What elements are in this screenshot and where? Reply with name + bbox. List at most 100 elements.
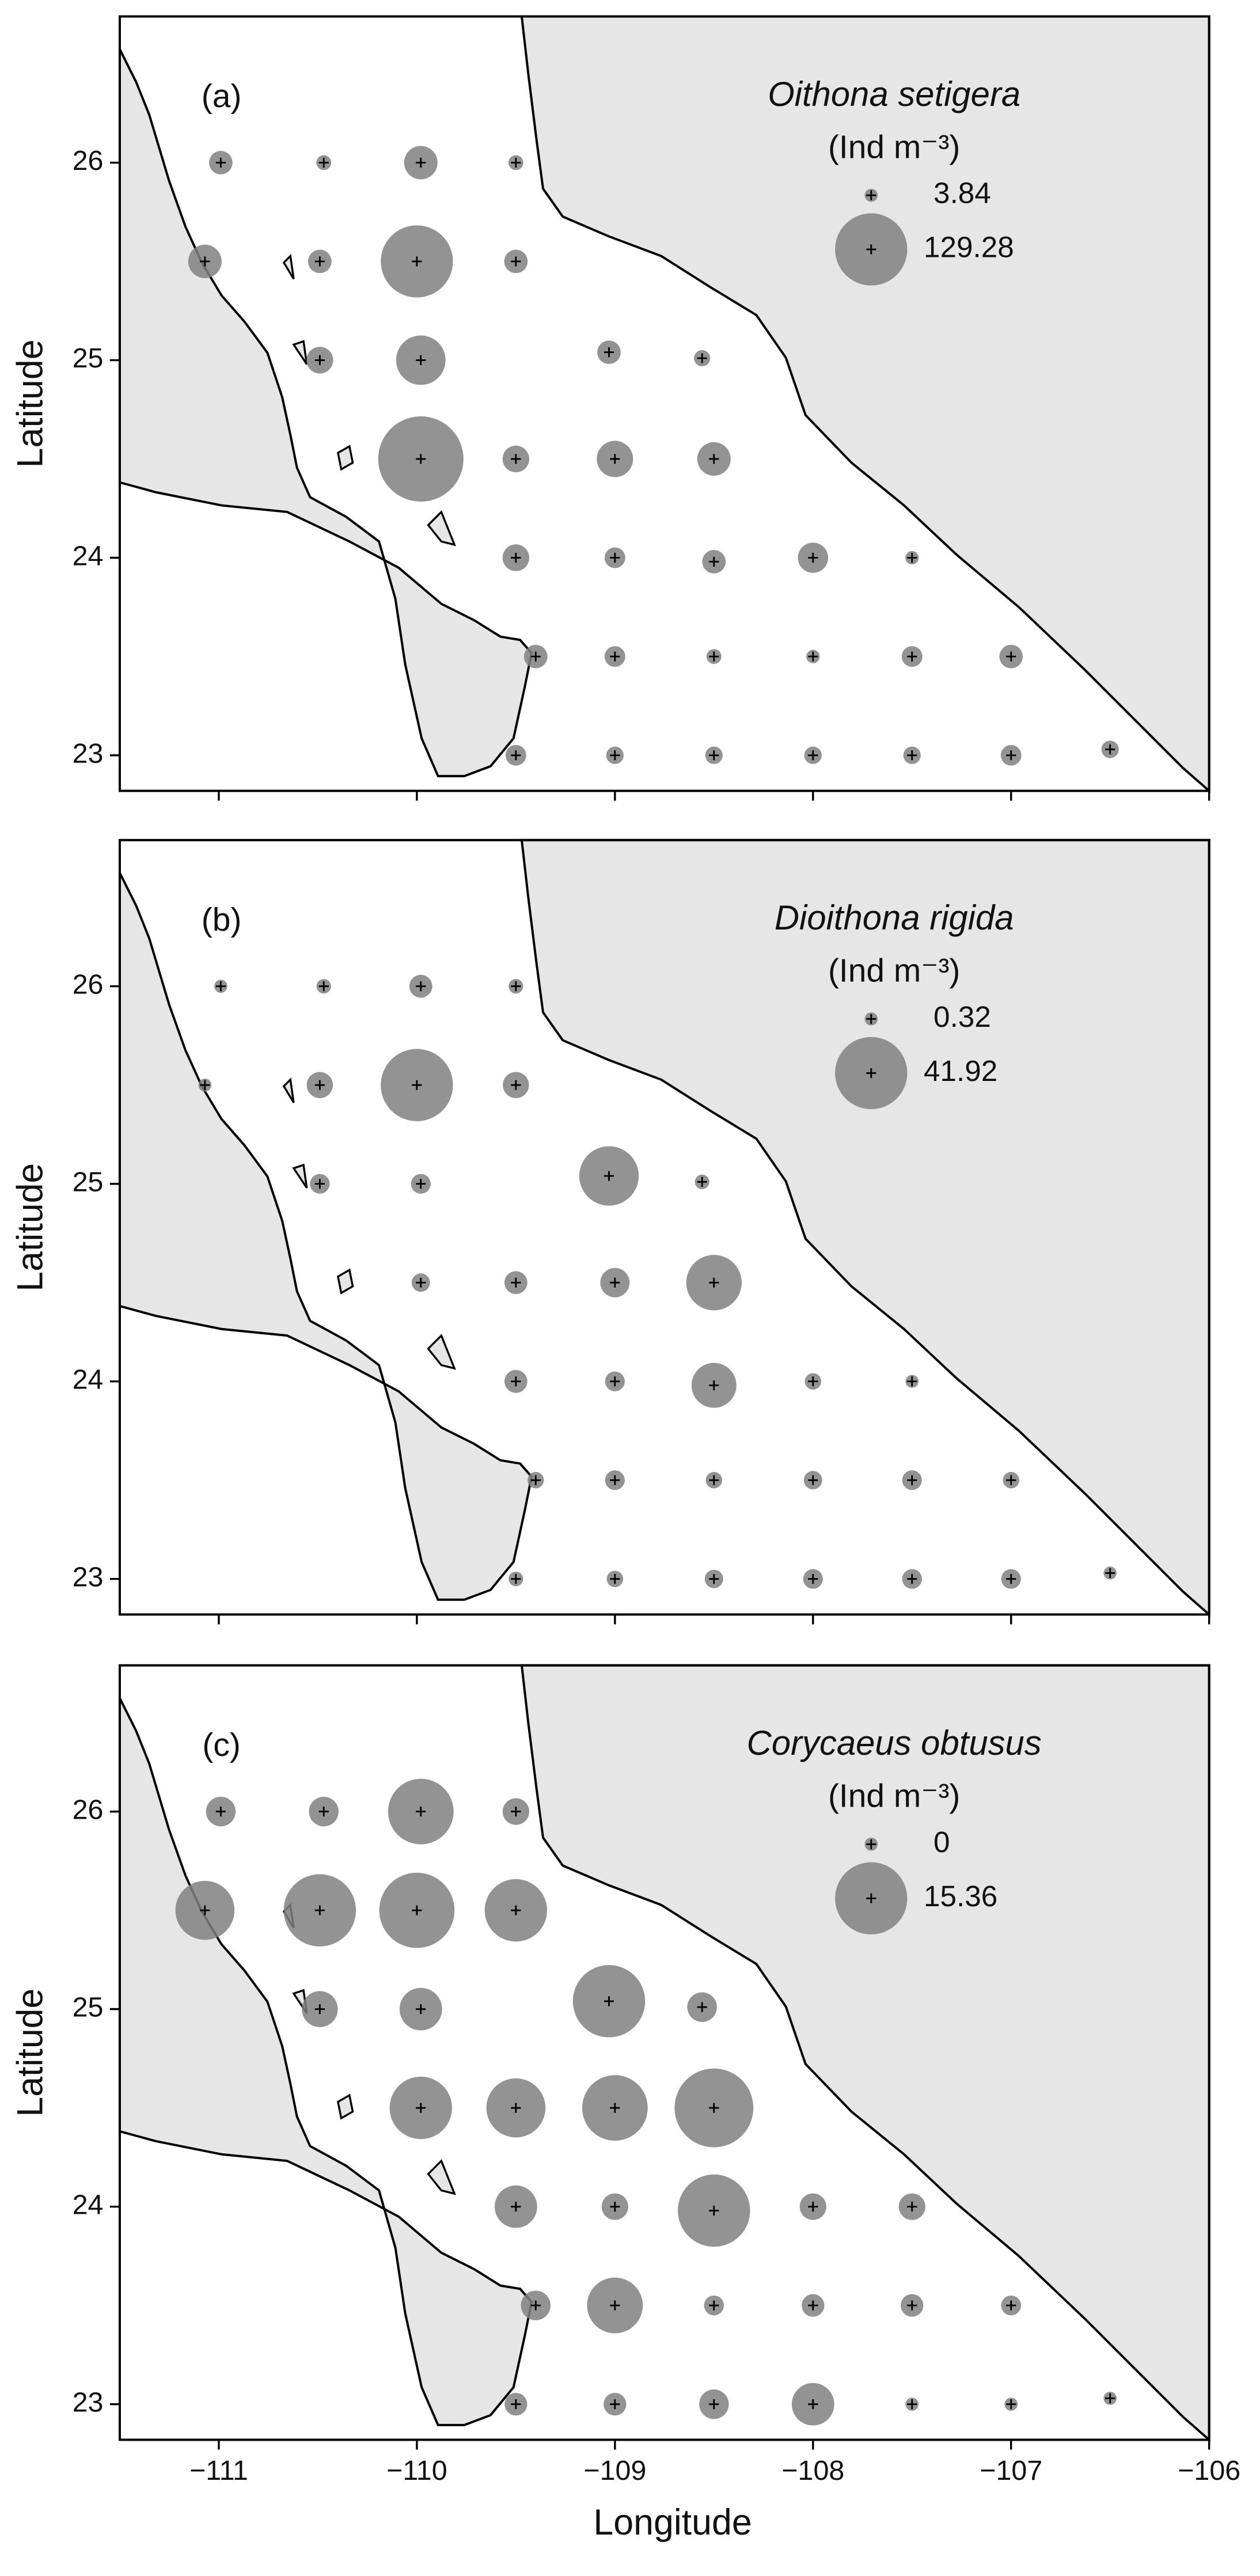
map xyxy=(118,15,1210,792)
station-cross xyxy=(314,355,325,365)
station-cross xyxy=(416,981,426,992)
station-cross xyxy=(511,750,521,761)
station-cross xyxy=(200,1080,210,1090)
station-cross xyxy=(610,552,620,563)
station-cross xyxy=(1006,2300,1016,2311)
station-cross xyxy=(416,157,426,168)
station-cross xyxy=(610,1574,620,1584)
station-cross xyxy=(610,750,620,761)
y-tick-label: 23 xyxy=(73,2387,104,2418)
y-tick-label: 24 xyxy=(73,2189,104,2220)
legend-label: 0 xyxy=(933,1826,950,1858)
station-cross xyxy=(511,256,521,267)
station-cross xyxy=(1006,750,1016,761)
station-cross xyxy=(697,2002,707,2012)
legend-label: 129.28 xyxy=(924,231,1014,264)
legend-cross xyxy=(866,190,876,200)
station-cross xyxy=(709,2103,719,2113)
station-cross xyxy=(808,2300,818,2311)
station-cross xyxy=(1105,744,1115,754)
station-cross xyxy=(604,347,614,358)
station-cross xyxy=(709,750,719,761)
x-tick-label: −111 xyxy=(189,2455,248,2486)
station-cross xyxy=(511,157,521,168)
station-cross xyxy=(907,552,917,563)
station-cross xyxy=(511,981,521,992)
station-cross xyxy=(412,256,422,267)
station-cross xyxy=(610,2300,620,2311)
station-cross xyxy=(416,1807,426,1817)
station-cross xyxy=(808,1376,818,1387)
y-tick-label: 25 xyxy=(73,1166,104,1197)
y-axis-label: Latitude xyxy=(10,1989,51,2117)
legend-label: 15.36 xyxy=(924,1880,997,1913)
station-cross xyxy=(709,2300,719,2311)
station-cross xyxy=(511,1277,521,1288)
station-cross xyxy=(808,2399,818,2410)
station-cross xyxy=(1105,1568,1115,1578)
station-cross xyxy=(709,651,719,662)
x-axis-label: Longitude xyxy=(593,2502,752,2543)
station-cross xyxy=(709,556,719,567)
station-cross xyxy=(511,454,521,464)
station-cross xyxy=(412,1080,422,1090)
station-cross xyxy=(511,1807,521,1817)
station-cross xyxy=(511,2202,521,2212)
legend-cross xyxy=(866,1014,876,1024)
y-axis-label: Latitude xyxy=(10,1163,51,1292)
y-tick-label: 25 xyxy=(73,1991,104,2023)
y-tick-label: 23 xyxy=(73,1561,104,1592)
station-cross xyxy=(808,1475,818,1485)
station-cross xyxy=(416,2004,426,2014)
station-cross xyxy=(709,1574,719,1584)
station-cross xyxy=(610,454,620,464)
station-cross xyxy=(318,157,329,168)
station-cross xyxy=(416,1179,426,1189)
station-cross xyxy=(907,2399,917,2410)
station-cross xyxy=(610,651,620,662)
species-title: Oithona setigera xyxy=(768,75,1020,113)
station-cross xyxy=(808,2202,818,2212)
station-cross xyxy=(314,1179,325,1189)
species-title: Dioithona rigida xyxy=(775,898,1014,937)
y-tick-label: 24 xyxy=(73,1364,104,1395)
station-cross xyxy=(907,2300,917,2311)
station-cross xyxy=(808,651,818,662)
station-cross xyxy=(808,1574,818,1584)
y-tick-label: 26 xyxy=(73,969,104,1000)
station-cross xyxy=(318,1807,329,1817)
legend-cross xyxy=(866,1893,876,1903)
station-cross xyxy=(416,454,426,464)
station-cross xyxy=(215,1807,226,1817)
station-cross xyxy=(1006,1475,1016,1485)
station-cross xyxy=(709,2205,719,2216)
station-cross xyxy=(907,651,917,662)
station-cross xyxy=(907,1574,917,1584)
station-cross xyxy=(416,1277,426,1288)
station-cross xyxy=(907,1376,917,1387)
legend-cross xyxy=(866,1068,876,1078)
y-tick-label: 24 xyxy=(73,540,104,571)
station-cross xyxy=(697,1177,707,1187)
panel-label: (b) xyxy=(202,901,242,938)
station-cross xyxy=(511,1574,521,1584)
map xyxy=(118,839,1210,1616)
station-cross xyxy=(604,1171,614,1181)
x-tick-label: −110 xyxy=(386,2455,447,2486)
station-cross xyxy=(907,1475,917,1485)
station-cross xyxy=(1006,651,1016,662)
station-cross xyxy=(314,256,325,267)
station-cross xyxy=(215,157,226,168)
station-cross xyxy=(1006,1574,1016,1584)
station-cross xyxy=(610,2399,620,2410)
station-cross xyxy=(610,2202,620,2212)
unit-label: (Ind m⁻³) xyxy=(828,128,960,165)
legend-cross xyxy=(866,244,876,255)
y-tick-label: 26 xyxy=(73,1794,104,1825)
station-cross xyxy=(416,2103,426,2113)
legend-cross xyxy=(866,1839,876,1849)
unit-label: (Ind m⁻³) xyxy=(828,953,960,989)
station-cross xyxy=(200,1905,210,1915)
station-cross xyxy=(709,2399,719,2410)
